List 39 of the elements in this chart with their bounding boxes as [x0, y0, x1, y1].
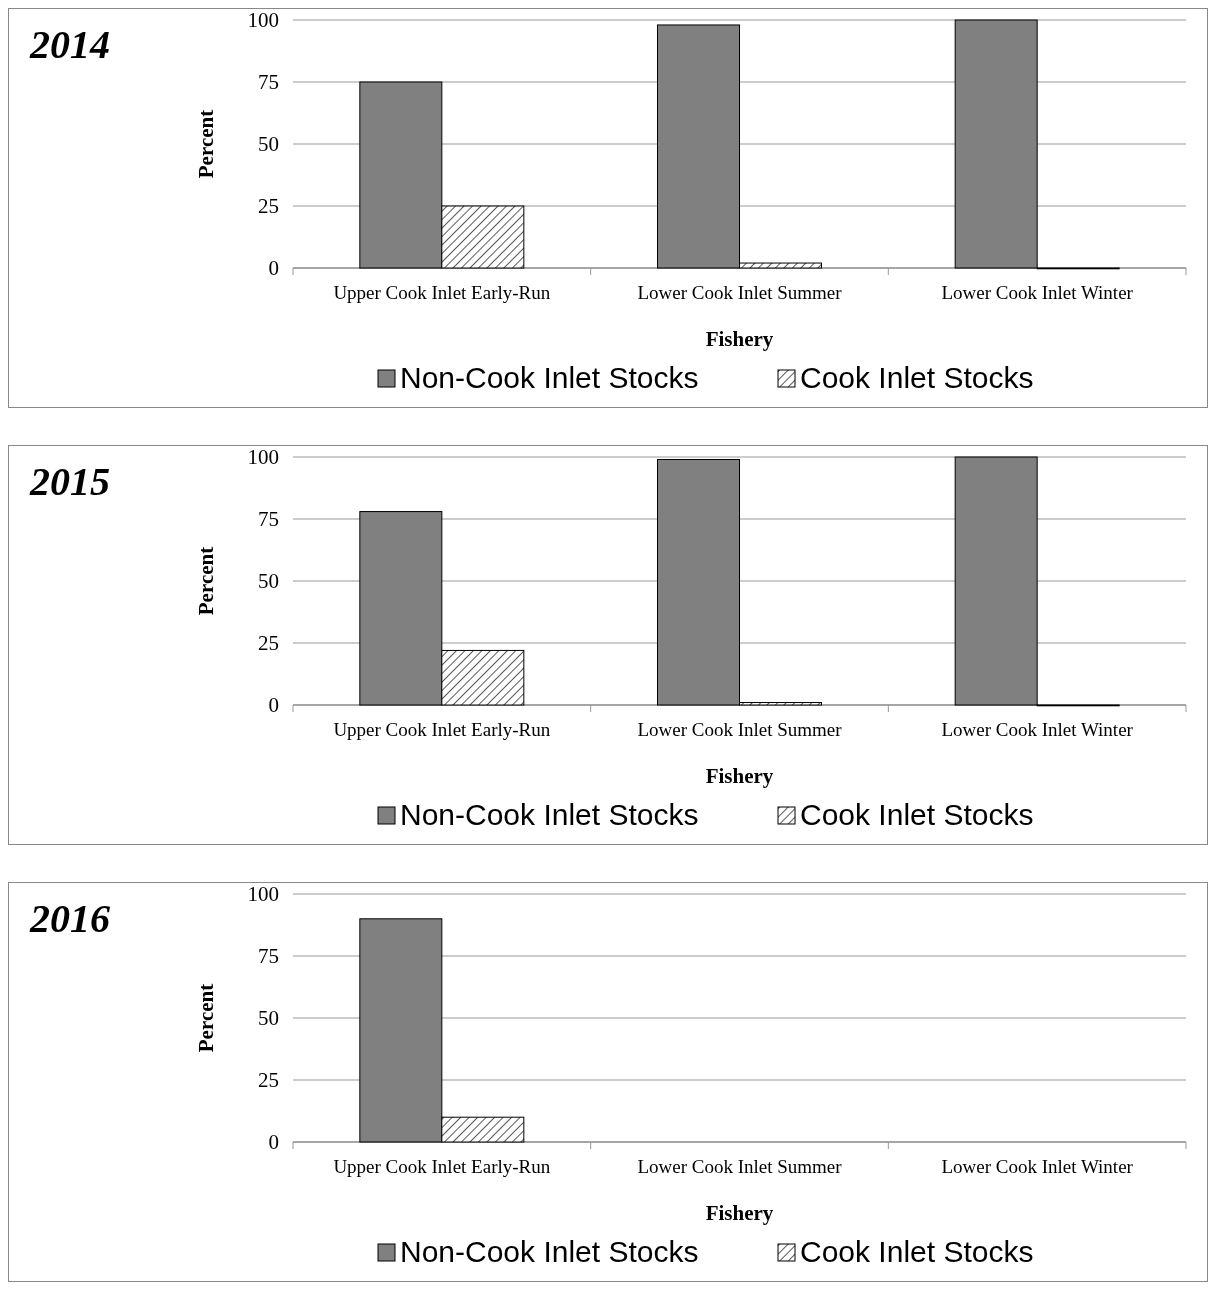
legend-label: Non-Cook Inlet Stocks [400, 361, 699, 394]
y-tick-label: 100 [247, 445, 279, 470]
y-tick-label: 0 [268, 693, 279, 718]
chart-title: 2014 [29, 22, 110, 67]
x-axis-title: Fishery [705, 764, 774, 788]
y-tick-label: 0 [268, 1130, 279, 1155]
y-axis-title: Percent [194, 546, 218, 616]
x-tick-label: Lower Cook Inlet Summer [637, 282, 843, 303]
y-tick-label: 25 [258, 631, 279, 656]
legend-label: Non-Cook Inlet Stocks [400, 1235, 699, 1268]
x-tick-label: Upper Cook Inlet Early-Run [333, 719, 551, 740]
y-tick-label: 100 [247, 8, 279, 33]
x-axis-title: Fishery [705, 1201, 774, 1225]
y-tick-label: 25 [258, 1068, 279, 1093]
x-tick-label: Lower Cook Inlet Winter [941, 282, 1134, 303]
legend-label: Cook Inlet Stocks [800, 1235, 1034, 1268]
y-tick-label: 75 [258, 70, 279, 95]
x-tick-label: Upper Cook Inlet Early-Run [333, 282, 551, 303]
legend-label: Non-Cook Inlet Stocks [400, 798, 699, 831]
y-tick-label: 75 [258, 944, 279, 969]
y-axis-title: Percent [194, 983, 218, 1053]
y-tick-label: 0 [268, 256, 279, 281]
x-tick-label: Lower Cook Inlet Summer [637, 719, 843, 740]
legend-label: Cook Inlet Stocks [800, 798, 1034, 831]
legend-label: Cook Inlet Stocks [800, 361, 1034, 394]
y-tick-label: 100 [247, 882, 279, 907]
x-axis-title: Fishery [705, 327, 774, 351]
y-tick-label: 50 [258, 569, 279, 594]
y-tick-label: 50 [258, 1006, 279, 1031]
y-tick-label: 75 [258, 507, 279, 532]
y-tick-label: 50 [258, 132, 279, 157]
y-axis-title: Percent [194, 109, 218, 179]
chart-title: 2015 [29, 459, 110, 504]
x-tick-label: Lower Cook Inlet Winter [941, 1156, 1134, 1177]
x-tick-label: Lower Cook Inlet Winter [941, 719, 1134, 740]
x-tick-label: Lower Cook Inlet Summer [637, 1156, 843, 1177]
chart-title: 2016 [29, 896, 110, 941]
x-tick-label: Upper Cook Inlet Early-Run [333, 1156, 551, 1177]
y-tick-label: 25 [258, 194, 279, 219]
